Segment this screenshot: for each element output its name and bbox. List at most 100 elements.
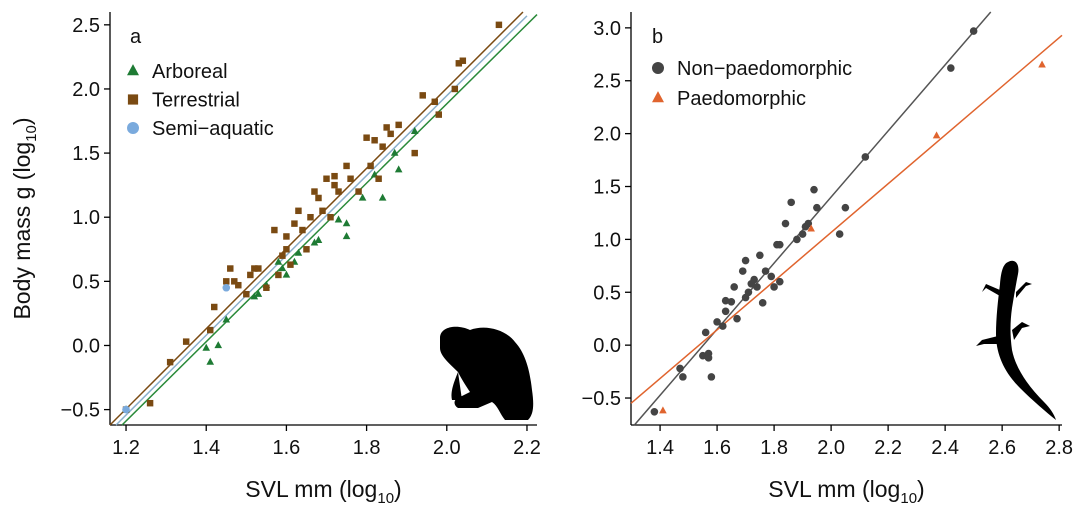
y-tick-label: 1.0 <box>72 207 100 229</box>
axis-label: SVL mm (log10) <box>768 476 924 506</box>
point <box>211 303 218 311</box>
point <box>342 232 351 240</box>
axis-label-sub: 10 <box>23 125 40 142</box>
y-tick-label: −0.5 <box>582 388 621 410</box>
point <box>798 230 807 238</box>
point <box>810 185 818 194</box>
y-tick-label: 2.5 <box>72 15 100 37</box>
y-tick-label: 0.5 <box>593 282 621 304</box>
point <box>315 194 322 202</box>
point <box>243 290 250 298</box>
point <box>214 341 223 349</box>
x-tick-label: 1.6 <box>703 437 731 459</box>
point <box>813 203 821 212</box>
point <box>676 364 684 373</box>
point <box>969 27 978 35</box>
point <box>721 296 730 305</box>
point <box>701 328 710 337</box>
point <box>235 281 242 289</box>
point <box>247 271 254 279</box>
point <box>395 121 402 129</box>
point <box>410 126 419 134</box>
point <box>699 351 707 360</box>
x-tick-label: 1.8 <box>353 437 381 459</box>
legend-marker <box>652 91 664 103</box>
point <box>271 226 278 234</box>
legend-marker <box>652 62 664 74</box>
x-tick-label: 2.0 <box>817 437 845 459</box>
point <box>387 130 394 138</box>
point <box>394 165 403 173</box>
y-tick-label: 3.0 <box>593 18 621 40</box>
point <box>704 349 713 358</box>
fit-line <box>630 34 1063 404</box>
x-tick-label: 1.8 <box>760 437 788 459</box>
point <box>932 131 941 139</box>
legend-label: Semi−aquatic <box>152 118 274 140</box>
point <box>363 134 370 141</box>
point <box>323 175 330 182</box>
point <box>861 153 870 161</box>
x-tick-label: 1.6 <box>273 437 301 459</box>
point <box>299 226 306 234</box>
point <box>327 213 334 221</box>
point <box>650 407 659 416</box>
point <box>207 326 214 334</box>
point <box>750 275 758 284</box>
point <box>741 256 750 265</box>
point <box>206 357 215 365</box>
point <box>255 265 262 272</box>
point <box>431 98 438 106</box>
point <box>841 203 850 212</box>
point <box>770 283 778 291</box>
point <box>738 267 747 275</box>
point <box>775 240 784 249</box>
fit-line <box>115 15 528 426</box>
point <box>335 188 342 195</box>
point <box>435 111 442 118</box>
point <box>383 124 390 131</box>
point <box>733 314 741 323</box>
point <box>291 220 298 227</box>
point <box>775 277 784 286</box>
axis-label-text: SVL mm (log <box>768 476 900 502</box>
legend-label: Paedomorphic <box>677 88 806 110</box>
axis-label-end: ) <box>9 117 35 125</box>
point <box>279 252 286 259</box>
panel-label: a <box>130 26 142 48</box>
fit-line <box>633 11 992 426</box>
point <box>378 193 387 201</box>
point <box>331 181 338 189</box>
point <box>727 297 736 306</box>
point <box>730 283 738 291</box>
y-tick-label: 2.0 <box>593 124 621 146</box>
x-tick-label: 2.0 <box>433 437 461 459</box>
point <box>254 289 263 297</box>
x-tick-label: 2.6 <box>988 437 1016 459</box>
point <box>303 246 310 253</box>
point <box>390 148 399 156</box>
y-tick-label: 0.0 <box>72 335 100 357</box>
point <box>231 278 238 285</box>
axis-label: SVL mm (log10) <box>245 476 401 506</box>
point <box>787 198 795 207</box>
point <box>334 215 343 223</box>
point <box>263 284 270 291</box>
point <box>282 270 291 278</box>
point <box>455 60 463 67</box>
axis-label-sub: 10 <box>377 490 394 506</box>
point <box>314 235 323 243</box>
point <box>411 149 418 157</box>
point <box>331 172 338 180</box>
point <box>419 92 426 99</box>
point <box>758 299 767 307</box>
x-tick-label: 1.2 <box>112 437 140 459</box>
point <box>347 175 354 182</box>
point <box>311 188 318 195</box>
point <box>146 399 154 407</box>
point <box>807 224 815 232</box>
point <box>756 251 764 260</box>
point <box>793 235 801 244</box>
point <box>223 278 230 285</box>
legend-marker <box>127 122 139 134</box>
